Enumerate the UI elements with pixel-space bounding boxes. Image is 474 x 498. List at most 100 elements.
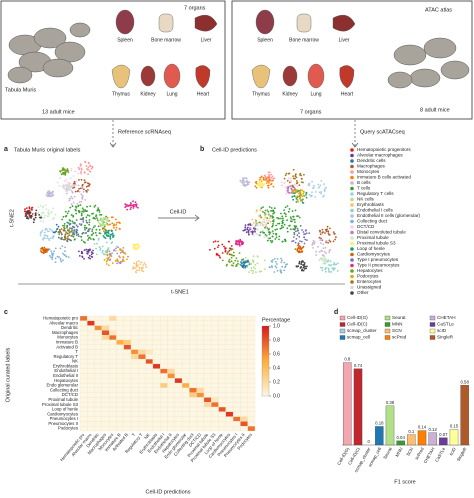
tsne-point [122,247,125,249]
tsne-point [312,247,314,249]
tsne-point [221,252,224,254]
tsne-point [214,240,217,243]
tsne-point [129,208,132,211]
tsne-point [321,250,323,253]
legend-swatch [350,170,354,174]
tsne-point [142,264,145,267]
colorbar-tick-label: 0.0 [273,393,280,399]
tsne-point [239,263,242,266]
tsne-point [138,269,141,272]
tsne-point [267,236,270,239]
tsne-point [270,207,273,209]
tsne-point [28,209,31,212]
heatmap-cell [203,330,212,336]
tsne-point [229,247,231,250]
heatmap-cell [225,426,234,432]
tsne-point [89,165,92,168]
tsne-point [83,210,85,213]
heatmap-cell [167,315,175,321]
heatmap-cell [145,416,154,422]
heatmap-cell [152,344,161,350]
tsne-point [258,185,261,188]
tsne-point [59,259,62,261]
heatmap-cell [240,325,248,331]
tsne-point [64,233,67,236]
tsne-point [27,211,30,214]
tsne-point [73,233,75,236]
tsne-point [249,229,252,232]
tsne-point [284,266,286,269]
heatmap-cell [160,378,168,384]
tsne-plot [209,168,339,275]
bar-value-label: 0.18 [375,421,384,426]
heatmap-cell [181,344,190,350]
heatmap-cell [240,378,248,384]
heatmap-cell [160,339,168,345]
tsne-point [228,258,231,261]
tsne-point [258,270,261,273]
tsne-point [83,226,86,229]
heatmap-cell [160,344,168,350]
tsne-point [116,262,118,265]
tsne-point [290,228,292,231]
tsne-point [77,184,80,187]
bar [428,432,437,446]
left-organs-count: 7 organs [184,5,206,11]
tsne-point [37,206,40,208]
heatmap-cell [79,339,88,345]
tsne-point [97,239,100,241]
tsne-point [54,261,57,263]
tsne-point [248,181,251,184]
tsne-point [245,184,248,187]
heatmap-cell [109,421,117,427]
tsne-point [329,260,332,263]
tsne-point [52,252,55,255]
mice-left [7,22,91,84]
tsne-point [101,220,103,223]
tsne-point [96,209,99,212]
tsne-point [328,233,331,236]
bar [353,368,363,446]
tsne-point [75,219,78,221]
tsne-point [295,238,298,240]
tsne-point [71,229,73,232]
tsne-point [332,267,335,270]
tsne-point [98,209,101,212]
heatmap-cell [101,325,110,331]
legend-swatch [350,192,354,196]
tsne-point [80,171,82,173]
tsne-point [88,170,91,173]
tsne-point [47,211,49,214]
tsne-point [329,227,331,230]
tsne-point [105,241,108,244]
heatmap-cell [174,426,183,432]
tsne-point [271,179,274,182]
tsne-point [321,228,324,231]
tsne-point [113,227,115,229]
heatmap-cell [138,354,146,360]
tsne-point [62,224,64,227]
tsne-point [324,260,327,263]
tsne-point [26,216,29,218]
heatmap-cell [218,320,226,326]
heatmap-cell [225,387,234,393]
heatmap-cell [240,426,248,432]
tsne-point [265,219,268,222]
tsne-point [113,249,115,252]
heatmap-cell [225,344,234,350]
heatmap-cell [167,402,175,408]
heatmap-cell [167,411,175,417]
heatmap-cell [94,387,103,393]
tsne-point [307,184,310,187]
heatmap-cell [232,349,241,355]
bar-value-label: 0.07 [439,432,448,437]
heatmap-cell [145,368,154,374]
tsne-point [77,235,80,238]
tsne-point [98,211,101,213]
tsne-point [49,192,52,195]
heatmap-cell [152,363,161,369]
heatmap-cell [189,339,197,345]
tsne-point [259,217,262,219]
tsne-point [87,166,90,169]
tsne-point [299,251,301,253]
